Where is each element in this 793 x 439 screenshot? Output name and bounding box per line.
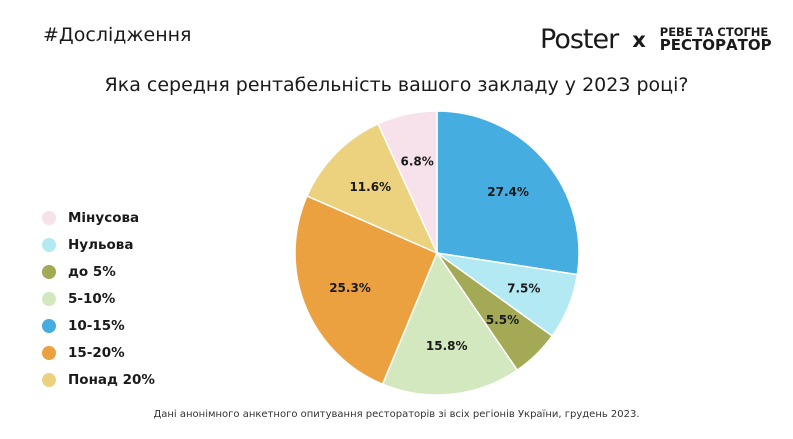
data-label: 15.8% [426,339,468,353]
legend-label: до 5% [68,263,116,280]
legend-label: 15-20% [68,344,125,361]
data-label: 27.4% [487,185,529,199]
data-label: 7.5% [507,281,540,295]
partner-line1: РЕВЕ ТА СТОГНЕ [659,25,769,39]
legend-swatch [42,264,56,279]
legend-swatch [42,210,56,225]
legend-item: 5-10% [42,285,155,312]
pie-slice [294,194,438,386]
data-label: 11.6% [349,180,391,194]
chart-title: Яка середня рентабельність вашого заклад… [104,74,689,96]
legend-item: Нульова [42,231,155,258]
legend-item: 15-20% [42,339,155,366]
legend-item: Мінусова [42,204,155,231]
pie-slice [305,122,439,255]
legend-swatch [42,318,56,333]
legend-item: до 5% [42,258,155,285]
legend-label: 10-15% [68,317,125,334]
pie-slice [381,251,519,396]
logo: Poster x РЕВЕ ТА СТОГНЕ РЕСТОРАТОР [540,24,772,55]
pie-slice [377,110,438,254]
logo-separator: x [632,27,646,52]
pie-slice [436,110,580,276]
legend-label: Понад 20% [68,371,155,388]
hashtag: #Дослідження [43,24,192,46]
legend-swatch [42,372,56,387]
legend-swatch [42,237,56,252]
data-label: 5.5% [486,313,519,327]
legend-label: Мінусова [68,209,140,226]
data-label: 6.8% [400,154,433,168]
partner-logo: РЕВЕ ТА СТОГНЕ РЕСТОРАТОР [660,26,772,53]
legend-swatch [42,291,56,306]
legend-item: 10-15% [42,312,155,339]
footnote: Дані анонімного анкетного опитування рес… [153,409,640,420]
partner-line2: РЕСТОРАТОР [659,36,772,54]
poster-logo: Poster [540,24,619,55]
legend-swatch [42,345,56,360]
legend-item: Понад 20% [42,366,155,393]
legend-label: 5-10% [68,290,116,307]
legend-label: Нульова [68,236,134,253]
legend: Мінусова Нульова до 5% 5-10% 10-15% 15-20% Пон… [42,204,155,393]
data-label: 25.3% [329,281,371,295]
